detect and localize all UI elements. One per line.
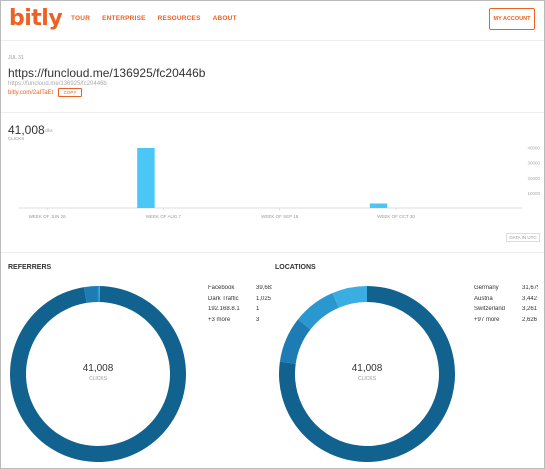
nav-about[interactable]: ABOUT [212,15,237,22]
location-value: 31,679 [522,285,538,292]
link-date: JUL 31 [8,55,24,61]
location-row[interactable]: +97 more 2,626 [474,315,538,326]
referrer-row[interactable]: Facebook 39,683 [208,283,272,294]
location-value: 2,626 [522,316,538,323]
main-nav: TOUR ENTERPRISE RESOURCES ABOUT [71,15,237,22]
donut-segment[interactable] [97,286,100,303]
y-tick-label: 20000 [527,176,540,181]
x-tick-label: WEEK OF OCT 30 [377,214,415,219]
x-tick-label: WEEK OF AUG 7 [146,214,182,219]
locations-title: LOCATIONS [275,264,316,271]
nav-enterprise[interactable]: ENTERPRISE [102,15,146,22]
locations-total: 41,008 [351,363,383,374]
y-tick-label: 40000 [527,146,540,151]
referrer-name: 192.168.8.1 [208,306,240,313]
referrers-total: 41,008 [82,363,114,374]
bitly-logo[interactable]: bitly [9,6,63,31]
nav-tour[interactable]: TOUR [71,15,91,22]
copy-button[interactable]: COPY [58,88,82,97]
clicks-bar-chart: 40000 30000 20000 10000 WEEK OF JUN 26 WEEK O… [18,146,540,219]
referrers-title: REFERRERS [8,264,52,271]
x-tick-label: WEEK OF JUN 26 [29,214,67,219]
location-value: 3,442 [522,295,538,302]
donut-segment[interactable] [297,293,339,330]
chart-bar[interactable] [137,148,155,208]
location-value: 3,261 [522,306,538,313]
x-tick-label: WEEK OF SEP 18 [261,214,299,219]
location-name: Germany [474,285,499,292]
location-name: +97 more [474,316,500,323]
location-row[interactable]: Germany 31,679 [474,283,538,294]
location-row[interactable]: Switzerland 3,261 [474,304,538,315]
total-clicks: 41,008 [8,123,45,137]
locations-table: Germany 31,679 Austria 3,442 Switzerland 3,26… [474,283,538,325]
referrer-value: 1,025 [256,295,272,302]
referrer-row[interactable]: Dark Traffic 1,025 [208,294,272,305]
referrers-donut [10,286,186,462]
data-in-utc-button[interactable]: DATA IN UTC [506,233,540,242]
referrer-name: +3 more [208,316,231,323]
referrer-row[interactable]: +3 more 3 [208,315,272,326]
nav-resources[interactable]: RESOURCES [157,15,201,22]
referrer-name: Dark Traffic [208,295,239,302]
location-row[interactable]: Austria 3,442 [474,294,538,305]
y-tick-label: 30000 [527,161,540,166]
location-name: Austria [474,295,493,302]
referrer-value: 3 [256,316,260,323]
donut-segment[interactable] [98,286,101,303]
location-name: Switzerland [474,306,506,313]
donut-segment[interactable] [84,286,98,303]
referrers-table: Facebook 39,683 Dark Traffic 1,025 192.168.8… [208,283,272,325]
referrer-value: 1 [256,306,260,313]
long-url[interactable]: https://funcloud.me/136925/fc20446b [8,81,107,87]
referrer-name: Facebook [208,285,235,292]
locations-donut [279,286,455,462]
locations-total-label: CLICKS [357,376,377,382]
referrer-value: 39,683 [256,285,272,292]
divider [1,252,544,253]
referrer-row[interactable]: 192.168.8.1 1 [208,304,272,315]
link-title: https://funcloud.me/136925/fc20446b [8,66,206,80]
total-clicks-label: CLICKS [8,136,25,141]
donut-segment[interactable] [332,286,367,308]
short-url[interactable]: bitly.com/2aITaEt [8,90,54,96]
top-header: bitly TOUR ENTERPRISE RESOURCES ABOUT MY… [1,1,544,41]
chart-bar[interactable] [369,203,388,208]
referrers-center: 41,008 CLICKS [58,363,138,382]
donut-segment[interactable] [279,319,311,364]
divider [1,112,544,113]
total-clicks-unit: clks [45,128,53,133]
my-account-button[interactable]: MY ACCOUNT [489,8,535,30]
y-tick-label: 10000 [527,191,540,196]
locations-center: 41,008 CLICKS [327,363,407,382]
referrers-total-label: CLICKS [88,376,108,382]
